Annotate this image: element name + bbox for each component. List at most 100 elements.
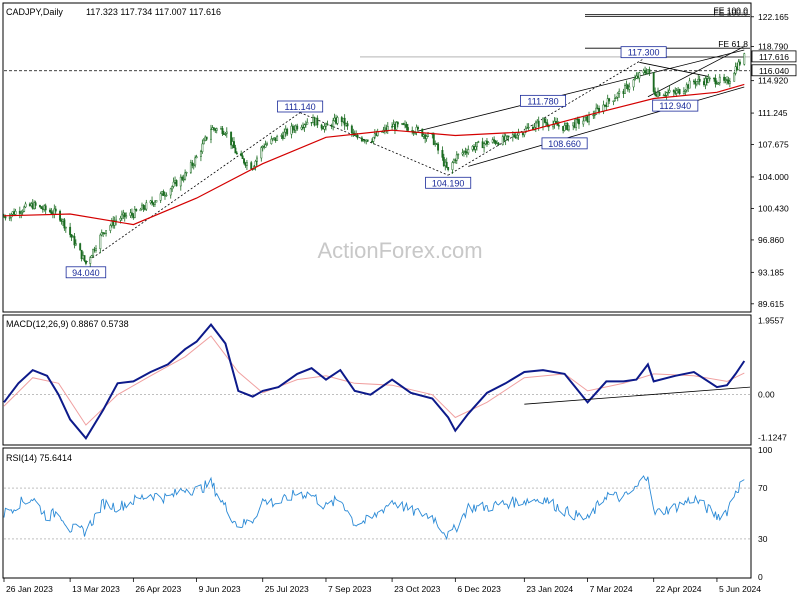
candle-body	[336, 117, 339, 124]
macd-line	[3, 323, 746, 441]
candle-body	[452, 159, 455, 163]
candle-body	[698, 78, 701, 82]
candle-body	[286, 128, 289, 135]
candle-body	[455, 154, 458, 161]
rsi-tick-label: 30	[758, 534, 768, 544]
candle-body	[667, 91, 670, 94]
candle-body	[195, 156, 198, 159]
trendline	[447, 58, 644, 176]
candle-body	[233, 141, 235, 149]
candle-body	[225, 131, 228, 134]
candle-body	[92, 248, 95, 256]
x-tick-label: 9 Jun 2023	[199, 584, 241, 594]
candle-body	[517, 132, 520, 136]
annotation-box	[65, 266, 107, 279]
candle-body	[396, 122, 399, 125]
axis-layer: 122.165 118.790 114.920 111.245 107.675 104.0…	[3, 12, 797, 594]
candle-body	[191, 162, 194, 166]
candle-body	[271, 138, 274, 140]
candle-body	[69, 226, 72, 235]
current-price-box-label: 117.616	[759, 52, 789, 62]
candle-body	[210, 129, 212, 140]
candle-body	[537, 120, 540, 127]
price-tick-label: 89.615	[758, 299, 784, 309]
candle-body	[199, 151, 202, 157]
x-tick-label: 23 Oct 2023	[394, 584, 441, 594]
candle-body	[555, 120, 557, 123]
candle-body	[437, 143, 440, 151]
candle-body	[402, 123, 405, 125]
candle-body	[189, 162, 192, 173]
candle-body	[240, 153, 243, 157]
candle-body	[598, 108, 601, 113]
candle-body	[8, 217, 11, 219]
fe-level-label: FE 100.0	[714, 7, 749, 17]
macd-panel	[2, 314, 752, 446]
candle-body	[133, 208, 136, 218]
candle-body	[477, 141, 480, 143]
fe-level-label: FE 61.8	[718, 39, 748, 49]
annotation-box	[425, 176, 472, 189]
candle-body	[606, 98, 609, 108]
candle-body	[497, 142, 500, 145]
candle-body	[50, 211, 53, 215]
candle-body	[241, 155, 244, 160]
candle-body	[326, 123, 329, 126]
price-tick-label: 104.000	[758, 172, 789, 182]
candle-body	[654, 91, 657, 96]
candle-body	[302, 126, 304, 129]
candle-body	[582, 120, 585, 125]
candle-body	[618, 90, 621, 94]
candle-body	[89, 257, 92, 264]
price-tick-label: 93.185	[758, 267, 784, 277]
candle-body	[100, 232, 103, 236]
price-tick-label: 100.430	[758, 203, 789, 213]
trendline	[639, 61, 709, 77]
macd-tick-label: -1.1247	[758, 432, 787, 442]
candle-body	[155, 200, 158, 203]
candle-body	[738, 61, 741, 65]
candle-body	[256, 157, 258, 162]
x-tick-label: 13 Mar 2023	[72, 584, 120, 594]
candle-body	[135, 208, 138, 212]
candle-body	[567, 125, 570, 131]
candle-body	[123, 212, 126, 218]
candle-body	[296, 125, 299, 130]
candle-body	[145, 202, 148, 210]
candle-body	[105, 230, 108, 234]
candle-body	[49, 209, 51, 212]
candle-body	[40, 206, 43, 209]
candle-body	[464, 150, 467, 153]
candle-body	[24, 203, 27, 208]
candle-body	[250, 162, 253, 170]
candle-body	[648, 69, 651, 73]
candle-body	[615, 97, 618, 99]
candle-body	[79, 243, 82, 251]
level-line-box-label: 116.040	[759, 66, 789, 76]
candle-body	[723, 76, 726, 81]
candle-body	[245, 162, 248, 166]
price-panel	[2, 2, 752, 313]
candle-body	[192, 164, 195, 167]
candle-body	[366, 139, 369, 142]
candle-body	[441, 150, 444, 158]
x-tick-label: 6 Dec 2023	[457, 584, 501, 594]
watermark: ActionForex.com	[317, 238, 482, 263]
candle-body	[557, 125, 560, 127]
candle-body	[405, 124, 408, 128]
candle-body	[467, 149, 470, 154]
rsi-layer	[3, 475, 750, 541]
candle-body	[678, 89, 681, 95]
candle-body	[507, 135, 510, 138]
trendline	[299, 112, 449, 176]
rsi-line	[3, 475, 745, 541]
level-line-box	[751, 64, 797, 77]
candle-body	[451, 162, 454, 170]
candle-body	[346, 123, 349, 127]
moving-average-line	[3, 83, 745, 226]
x-tick-label: 23 Jan 2024	[526, 584, 573, 594]
x-tick-label: 26 Apr 2023	[135, 584, 181, 594]
rsi-tick-label: 0	[758, 572, 763, 582]
candle-body	[332, 120, 335, 127]
